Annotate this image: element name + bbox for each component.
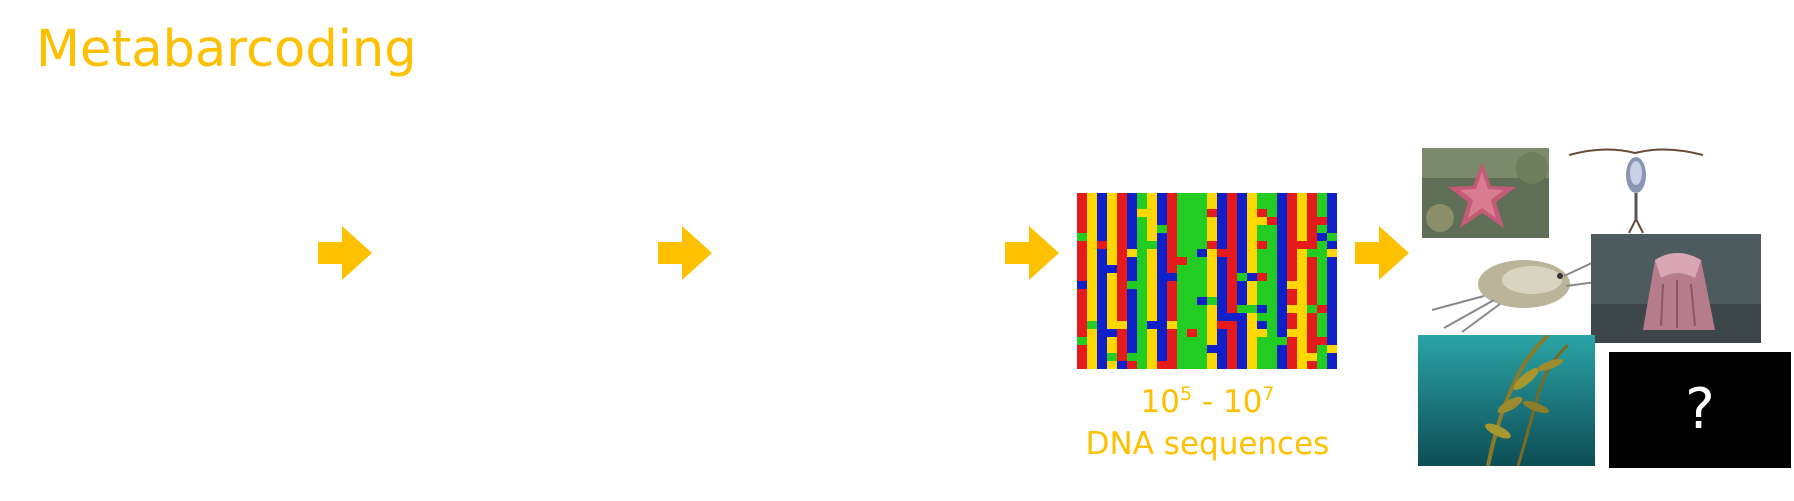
slide-title: Metabarcoding [36, 20, 417, 79]
copepod-photo [1565, 143, 1707, 235]
unknown-organism-placeholder: ? [1609, 352, 1791, 468]
starfish-photo [1422, 148, 1549, 238]
step-arrow-icon [318, 226, 372, 280]
sequence-count-caption: 105 - 107 DNA sequences [1060, 382, 1355, 466]
sequence-count-range: 105 - 107 [1140, 383, 1275, 420]
step-arrow-icon [658, 226, 712, 280]
step-arrow-icon [1005, 226, 1059, 280]
amphipod-photo [1424, 242, 1597, 334]
sequence-count-label: DNA sequences [1085, 425, 1330, 462]
question-mark-label: ? [1685, 377, 1715, 442]
sequence-alignment-image [1077, 193, 1337, 369]
kelp-forest-photo [1418, 335, 1595, 466]
step-arrow-icon [1355, 226, 1409, 280]
barnacle-photo [1591, 234, 1761, 343]
